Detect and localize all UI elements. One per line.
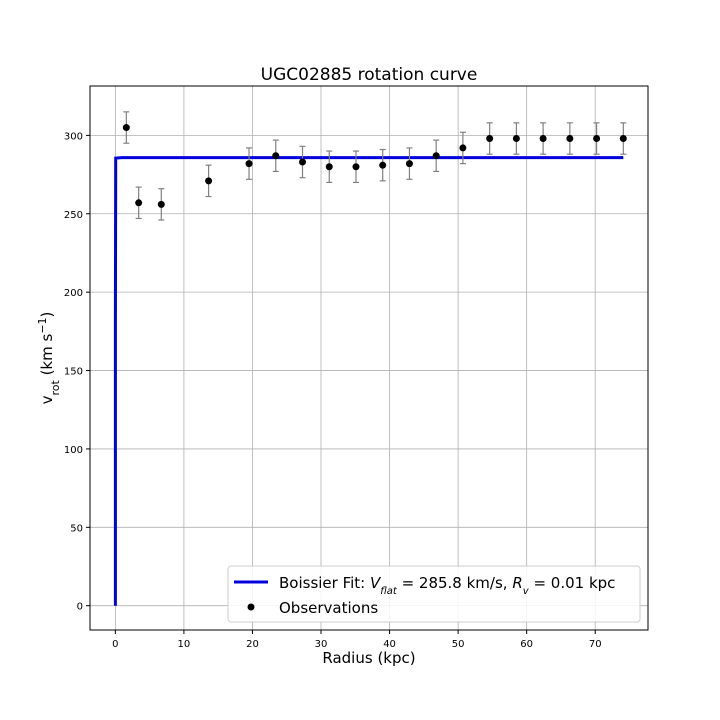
x-axis-label: Radius (kpc) <box>322 649 415 667</box>
observation-point <box>352 163 360 171</box>
legend-box <box>227 565 641 623</box>
plot-area-frame <box>89 85 649 631</box>
observation-point <box>486 135 494 143</box>
x-tick-label: 50 <box>452 639 465 650</box>
y-tick-label: 250 <box>64 210 83 221</box>
observation-point <box>299 158 307 166</box>
observation-point <box>593 135 601 143</box>
x-tick-label: 40 <box>383 639 396 650</box>
y-tick-label: 200 <box>64 288 83 299</box>
legend-observations-marker <box>247 603 255 611</box>
observation-point <box>325 163 333 171</box>
observations-series <box>122 111 627 221</box>
legend: Boissier Fit: Vflat = 285.8 km/s, Rv = 0… <box>227 565 641 623</box>
x-tick-label: 0 <box>112 639 118 650</box>
observation-point <box>135 199 143 207</box>
y-tick-label: 100 <box>64 445 83 456</box>
y-axis-ticks: 0 50 100 150 200 250 300 <box>64 131 90 613</box>
y-tick-label: 150 <box>64 367 83 378</box>
x-tick-label: 20 <box>246 639 259 650</box>
y-tick-label: 300 <box>64 131 83 142</box>
observation-point <box>566 135 574 143</box>
observation-point <box>379 161 387 169</box>
y-tick-label: 50 <box>70 523 83 534</box>
observation-point <box>539 135 547 143</box>
y-tick-label: 0 <box>77 602 83 613</box>
observation-point <box>405 160 413 168</box>
observation-point <box>157 200 165 208</box>
observation-point <box>619 135 627 143</box>
observation-point <box>432 152 440 160</box>
x-tick-label: 10 <box>178 639 191 650</box>
observation-point <box>272 152 280 160</box>
x-tick-label: 70 <box>589 639 602 650</box>
legend-observations-label: Observations <box>279 599 378 617</box>
x-tick-label: 30 <box>315 639 328 650</box>
observation-point <box>512 135 520 143</box>
chart-title: UGC02885 rotation curve <box>261 65 478 85</box>
observation-point <box>459 144 467 152</box>
observation-point <box>122 124 130 132</box>
observation-point <box>205 177 213 185</box>
x-axis-ticks: 0 10 20 30 40 50 60 70 <box>112 630 602 650</box>
observation-point <box>245 160 253 168</box>
grid <box>90 86 648 630</box>
legend-fit-label: Boissier Fit: Vflat = 285.8 km/s, Rv = 0… <box>279 574 615 597</box>
y-axis-label: vrot (km s−1) <box>36 312 62 405</box>
x-tick-label: 60 <box>520 639 533 650</box>
